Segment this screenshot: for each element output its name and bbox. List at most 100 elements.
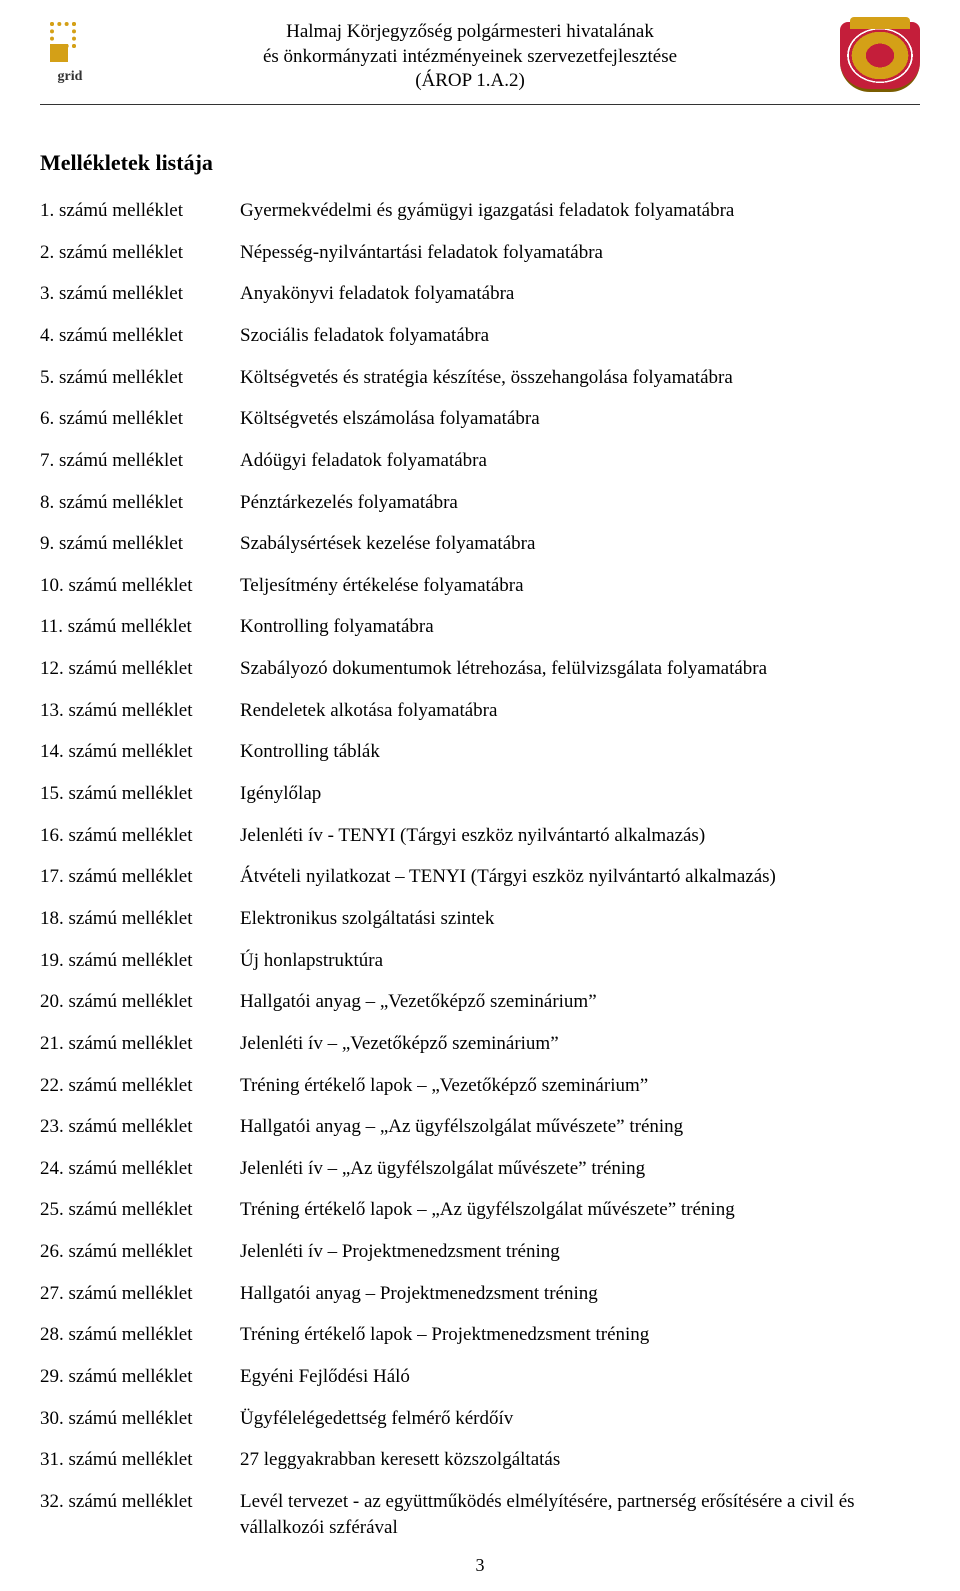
attachment-description: Szabályozó dokumentumok létrehozása, fel…: [240, 656, 920, 682]
attachment-description: Egyéni Fejlődési Háló: [240, 1364, 920, 1390]
attachment-number: 21. számú melléklet: [40, 1031, 240, 1057]
attachment-number: 12. számú melléklet: [40, 656, 240, 682]
attachment-description: Költségvetés és stratégia készítése, öss…: [240, 365, 920, 391]
logo-left: grid: [40, 22, 100, 92]
attachment-number: 3. számú melléklet: [40, 281, 240, 307]
attachment-number: 31. számú melléklet: [40, 1447, 240, 1473]
attachment-number: 4. számú melléklet: [40, 323, 240, 349]
attachment-number: 5. számú melléklet: [40, 365, 240, 391]
attachment-description: Teljesítmény értékelése folyamatábra: [240, 573, 920, 599]
attachment-row: 1. számú mellékletGyermekvédelmi és gyám…: [40, 198, 920, 224]
attachment-row: 17. számú mellékletÁtvételi nyilatkozat …: [40, 864, 920, 890]
attachment-description: Gyermekvédelmi és gyámügyi igazgatási fe…: [240, 198, 920, 224]
header-line3: (ÁROP 1.A.2): [100, 69, 840, 94]
attachment-description: Szociális feladatok folyamatábra: [240, 323, 920, 349]
header-line2: és önkormányzati intézményeinek szerveze…: [100, 45, 840, 70]
attachment-row: 7. számú mellékletAdóügyi feladatok foly…: [40, 448, 920, 474]
attachment-description: Pénztárkezelés folyamatábra: [240, 490, 920, 516]
attachment-row: 13. számú mellékletRendeletek alkotása f…: [40, 698, 920, 724]
attachment-description: Új honlapstruktúra: [240, 948, 920, 974]
attachment-description: Költségvetés elszámolása folyamatábra: [240, 406, 920, 432]
attachment-number: 16. számú melléklet: [40, 823, 240, 849]
attachment-description: Jelenléti ív - TENYI (Tárgyi eszköz nyil…: [240, 823, 920, 849]
attachment-description: 27 leggyakrabban keresett közszolgáltatá…: [240, 1447, 920, 1473]
attachment-number: 15. számú melléklet: [40, 781, 240, 807]
attachment-row: 32. számú mellékletLevél tervezet - az e…: [40, 1489, 920, 1540]
attachment-description: Hallgatói anyag – Projektmenedzsment tré…: [240, 1281, 920, 1307]
attachment-number: 25. számú melléklet: [40, 1197, 240, 1223]
attachment-description: Szabálysértések kezelése folyamatábra: [240, 531, 920, 557]
attachment-number: 19. számú melléklet: [40, 948, 240, 974]
attachment-row: 6. számú mellékletKöltségvetés elszámolá…: [40, 406, 920, 432]
attachment-number: 26. számú melléklet: [40, 1239, 240, 1265]
attachment-number: 7. számú melléklet: [40, 448, 240, 474]
attachment-description: Anyakönyvi feladatok folyamatábra: [240, 281, 920, 307]
attachment-row: 28. számú mellékletTréning értékelő lapo…: [40, 1322, 920, 1348]
attachment-number: 23. számú melléklet: [40, 1114, 240, 1140]
attachment-number: 27. számú melléklet: [40, 1281, 240, 1307]
section-title: Mellékletek listája: [40, 150, 920, 176]
attachment-description: Ügyfélelégedettség felmérő kérdőív: [240, 1406, 920, 1432]
attachment-number: 24. számú melléklet: [40, 1156, 240, 1182]
attachment-number: 30. számú melléklet: [40, 1406, 240, 1432]
attachment-row: 26. számú mellékletJelenléti ív – Projek…: [40, 1239, 920, 1265]
page-number: 3: [476, 1555, 485, 1576]
attachment-row: 27. számú mellékletHallgatói anyag – Pro…: [40, 1281, 920, 1307]
attachment-description: Kontrolling táblák: [240, 739, 920, 765]
attachment-number: 28. számú melléklet: [40, 1322, 240, 1348]
attachment-description: Jelenléti ív – „Vezetőképző szeminárium”: [240, 1031, 920, 1057]
attachment-description: Tréning értékelő lapok – „Az ügyfélszolg…: [240, 1197, 920, 1223]
attachment-row: 20. számú mellékletHallgatói anyag – „Ve…: [40, 989, 920, 1015]
attachment-description: Tréning értékelő lapok – Projektmenedzsm…: [240, 1322, 920, 1348]
crest-icon: [840, 22, 920, 92]
crest-logo: [840, 22, 920, 92]
attachment-row: 5. számú mellékletKöltségvetés és straté…: [40, 365, 920, 391]
attachment-row: 18. számú mellékletElektronikus szolgált…: [40, 906, 920, 932]
attachment-row: 30. számú mellékletÜgyfélelégedettség fe…: [40, 1406, 920, 1432]
attachment-row: 15. számú mellékletIgénylőlap: [40, 781, 920, 807]
attachment-row: 9. számú mellékletSzabálysértések kezelé…: [40, 531, 920, 557]
attachment-number: 9. számú melléklet: [40, 531, 240, 557]
attachment-description: Jelenléti ív – „Az ügyfélszolgálat művés…: [240, 1156, 920, 1182]
attachment-description: Tréning értékelő lapok – „Vezetőképző sz…: [240, 1073, 920, 1099]
attachment-row: 21. számú mellékletJelenléti ív – „Vezet…: [40, 1031, 920, 1057]
attachment-number: 20. számú melléklet: [40, 989, 240, 1015]
attachment-row: 19. számú mellékletÚj honlapstruktúra: [40, 948, 920, 974]
attachment-description: Hallgatói anyag – „Vezetőképző szeminári…: [240, 989, 920, 1015]
attachment-description: Kontrolling folyamatábra: [240, 614, 920, 640]
attachment-number: 32. számú melléklet: [40, 1489, 240, 1515]
grid-logo-icon: [50, 22, 90, 67]
attachment-row: 22. számú mellékletTréning értékelő lapo…: [40, 1073, 920, 1099]
attachment-description: Levél tervezet - az együttműködés elmély…: [240, 1489, 920, 1540]
attachment-row: 14. számú mellékletKontrolling táblák: [40, 739, 920, 765]
attachment-description: Hallgatói anyag – „Az ügyfélszolgálat mű…: [240, 1114, 920, 1140]
attachment-row: 31. számú melléklet27 leggyakrabban kere…: [40, 1447, 920, 1473]
attachments-list: 1. számú mellékletGyermekvédelmi és gyám…: [40, 198, 920, 1540]
attachment-description: Elektronikus szolgáltatási szintek: [240, 906, 920, 932]
page-header: grid Halmaj Körjegyzőség polgármesteri h…: [40, 20, 920, 105]
header-title: Halmaj Körjegyzőség polgármesteri hivata…: [100, 20, 840, 94]
attachment-number: 17. számú melléklet: [40, 864, 240, 890]
attachment-row: 16. számú mellékletJelenléti ív - TENYI …: [40, 823, 920, 849]
attachment-number: 1. számú melléklet: [40, 198, 240, 224]
attachment-number: 2. számú melléklet: [40, 240, 240, 266]
attachment-description: Adóügyi feladatok folyamatábra: [240, 448, 920, 474]
header-line1: Halmaj Körjegyzőség polgármesteri hivata…: [100, 20, 840, 45]
attachment-row: 11. számú mellékletKontrolling folyamatá…: [40, 614, 920, 640]
attachment-row: 10. számú mellékletTeljesítmény értékelé…: [40, 573, 920, 599]
attachment-description: Rendeletek alkotása folyamatábra: [240, 698, 920, 724]
attachment-number: 8. számú melléklet: [40, 490, 240, 516]
attachment-number: 10. számú melléklet: [40, 573, 240, 599]
attachment-row: 8. számú mellékletPénztárkezelés folyama…: [40, 490, 920, 516]
attachment-description: Jelenléti ív – Projektmenedzsment trénin…: [240, 1239, 920, 1265]
attachment-row: 25. számú mellékletTréning értékelő lapo…: [40, 1197, 920, 1223]
logo-left-text: grid: [58, 69, 83, 85]
attachment-number: 13. számú melléklet: [40, 698, 240, 724]
attachment-description: Népesség-nyilvántartási feladatok folyam…: [240, 240, 920, 266]
attachment-row: 23. számú mellékletHallgatói anyag – „Az…: [40, 1114, 920, 1140]
attachment-row: 3. számú mellékletAnyakönyvi feladatok f…: [40, 281, 920, 307]
attachment-row: 29. számú mellékletEgyéni Fejlődési Háló: [40, 1364, 920, 1390]
attachment-description: Igénylőlap: [240, 781, 920, 807]
attachment-row: 12. számú mellékletSzabályozó dokumentum…: [40, 656, 920, 682]
attachment-number: 11. számú melléklet: [40, 614, 240, 640]
